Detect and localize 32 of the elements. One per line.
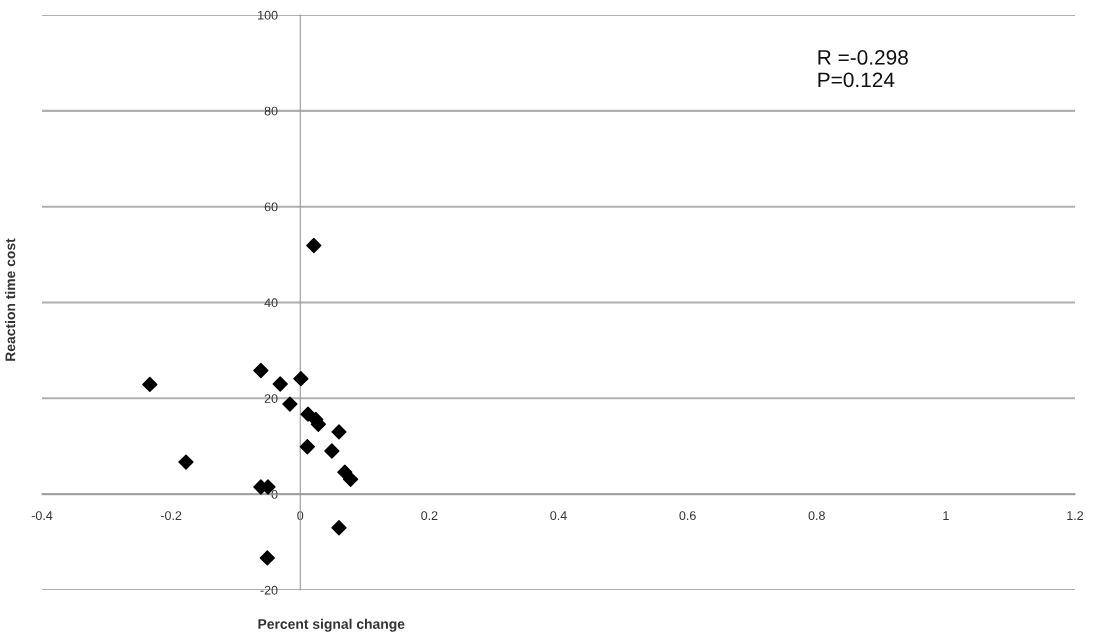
x-tick-label: 1.2 bbox=[1067, 511, 1084, 520]
y-tick-label: 40 bbox=[264, 298, 278, 308]
point bbox=[259, 550, 275, 566]
point bbox=[331, 520, 347, 536]
point bbox=[293, 371, 309, 387]
x-tick-label: 0 bbox=[297, 511, 304, 521]
annotation: R =-0.298 P=0.124 bbox=[818, 50, 908, 88]
x-tick-label: 1 bbox=[943, 511, 949, 520]
point bbox=[299, 439, 315, 455]
point bbox=[142, 376, 158, 393]
point bbox=[272, 376, 288, 392]
y-tick-label: 80 bbox=[264, 106, 278, 116]
y-tick-label: -20 bbox=[260, 585, 278, 595]
point bbox=[306, 237, 322, 254]
x-tick-label: -0.2 bbox=[160, 511, 182, 521]
y-tick-label: 100 bbox=[258, 10, 278, 20]
point bbox=[324, 443, 340, 459]
point bbox=[253, 362, 269, 379]
point bbox=[282, 396, 298, 412]
y-axis-title: Reaction time cost bbox=[5, 238, 16, 361]
point bbox=[178, 454, 194, 470]
x-tick-label: 0.2 bbox=[421, 511, 438, 521]
x-tick-label: -0.4 bbox=[31, 511, 53, 521]
x-tick-label: 0.8 bbox=[808, 511, 825, 521]
x-tick-label: 0.6 bbox=[679, 511, 696, 521]
point bbox=[331, 424, 347, 440]
x-tick-label: 0.4 bbox=[550, 511, 567, 521]
point bbox=[342, 471, 359, 487]
x-axis-title: Percent signal change bbox=[258, 618, 405, 632]
y-tick-label: 20 bbox=[264, 394, 278, 403]
y-tick-label: 60 bbox=[264, 202, 278, 212]
y-tick-label: 0 bbox=[271, 489, 278, 499]
